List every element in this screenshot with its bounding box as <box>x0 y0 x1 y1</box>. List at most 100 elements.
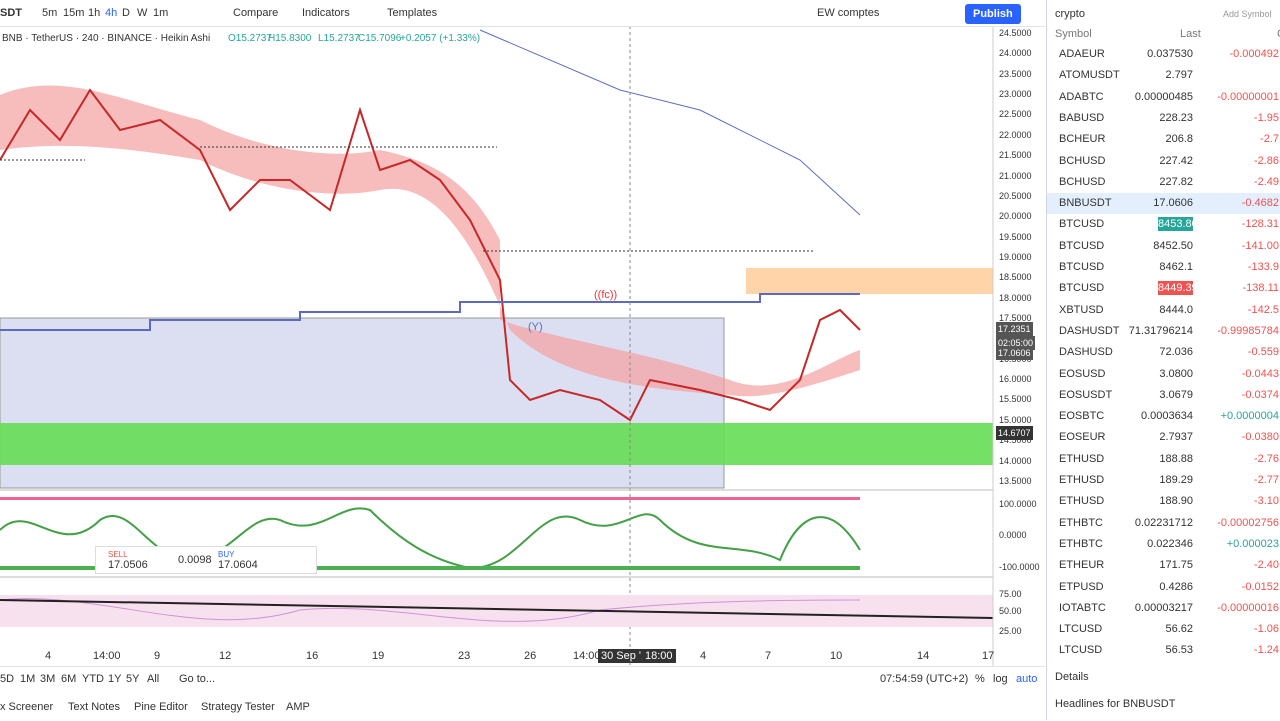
templates-button[interactable]: Templates <box>387 7 438 19</box>
range-button[interactable]: YTD <box>82 673 104 685</box>
watchlist-row[interactable]: LTCUSD 56.62 -1.06 <box>1047 619 1280 640</box>
watchlist-row[interactable]: LTCUSD 56.53 -1.24 <box>1047 640 1280 661</box>
bottom-bar: 5D 1M 3M 6M YTD 1Y 5Y All Go to... 07:54:59 (UTC+… <box>0 666 1045 721</box>
time-tick: 18:00 <box>642 649 676 663</box>
scale-option[interactable]: % <box>975 673 985 685</box>
watchlist-row[interactable]: DASHUSD 72.036 -0.559 <box>1047 342 1280 363</box>
symbol[interactable]: SDT <box>0 7 22 19</box>
interval[interactable]: W <box>137 7 148 19</box>
watchlist-row[interactable]: ETHEUR 171.75 -2.40 <box>1047 555 1280 576</box>
range-button[interactable]: 1Y <box>108 673 122 685</box>
rsi-tick: 50.00 <box>999 606 1022 616</box>
time-tick: 30 Sep '19 <box>598 649 657 663</box>
range-button[interactable]: 5D <box>0 673 15 685</box>
range-button[interactable]: 1M <box>20 673 36 685</box>
watchlist-row[interactable]: ETHUSD 189.29 -2.77 <box>1047 470 1280 491</box>
watchlist-row[interactable]: BTCUSD 8449.39 -138.11 <box>1047 278 1280 299</box>
interval[interactable]: 1h <box>88 7 101 19</box>
bottom-tab[interactable]: x Screener <box>0 701 54 713</box>
price-tick: 23.0000 <box>999 89 1032 100</box>
watchlist-row[interactable]: EOSUSD 3.0800 -0.0443 <box>1047 364 1280 385</box>
range-button[interactable]: All <box>147 673 160 685</box>
bottom-tab[interactable]: Pine Editor <box>134 701 188 713</box>
trade-panel[interactable]: SELL 17.0506 0.0098 BUY 17.0604 <box>95 546 317 574</box>
watchlist-row[interactable]: ADABTC 0.00000485 -0.00000001 <box>1047 87 1280 108</box>
symbol: LTCUSD <box>1059 644 1103 657</box>
change: -2.76 <box>1253 452 1279 465</box>
price-tick: 14.0000 <box>999 455 1032 466</box>
watchlist-row[interactable]: EOSBTC 0.0003634 +0.0000004 <box>1047 406 1280 427</box>
interval[interactable]: 1m <box>153 7 169 19</box>
bottom-tab[interactable]: Strategy Tester <box>201 701 275 713</box>
oscillator <box>0 507 861 570</box>
buy-price[interactable]: 17.0604 <box>218 559 258 571</box>
watchlist-row[interactable]: ETPUSD 0.4286 -0.0152 <box>1047 577 1280 598</box>
publish-button[interactable]: Publish <box>965 4 1021 24</box>
change: -0.0152 <box>1241 580 1279 593</box>
symbol: BTCUSD <box>1059 282 1105 295</box>
change: -0.0380 <box>1241 431 1279 444</box>
watchlist-name[interactable]: crypto <box>1055 8 1085 20</box>
scale-option[interactable]: log <box>993 673 1008 685</box>
watchlist-row[interactable]: ADAEUR 0.037530 -0.000492 <box>1047 44 1280 65</box>
watchlist-row[interactable]: ATOMUSDT 2.797 <box>1047 65 1280 86</box>
sell-label[interactable]: SELL <box>108 550 128 559</box>
goto-button[interactable]: Go to... <box>179 673 216 685</box>
watchlist-row[interactable]: ETHUSD 188.88 -2.76 <box>1047 449 1280 470</box>
time-tick: 12 <box>219 650 232 662</box>
watchlist-row[interactable]: BTCUSD 8452.50 -141.00 <box>1047 236 1280 257</box>
time-tick: 9 <box>154 650 161 662</box>
add-symbol[interactable]: Add Symbol <box>1223 9 1272 19</box>
interval[interactable]: 5m <box>42 7 58 19</box>
buy-label[interactable]: BUY <box>218 550 235 559</box>
symbol: LTCUSD <box>1059 623 1103 636</box>
watchlist-row[interactable]: BTCUSD 8462.1 -133.9 <box>1047 257 1280 278</box>
headlines: Headlines for BNBUSDT <box>1055 698 1176 710</box>
change: -2.40 <box>1253 559 1279 572</box>
compare-button[interactable]: Compare <box>233 7 279 19</box>
range-button[interactable]: 3M <box>40 673 56 685</box>
indicators-button[interactable]: Indicators <box>302 7 350 19</box>
symbol: BCHEUR <box>1059 133 1106 146</box>
watchlist-row[interactable]: BCHEUR 206.8 -2.7 <box>1047 129 1280 150</box>
watchlist-row[interactable]: BTCUSD 8453.80 -128.31 <box>1047 214 1280 235</box>
symbol: BTCUSD <box>1059 218 1105 231</box>
time-tick: 7 <box>765 650 772 662</box>
watchlist-row[interactable]: BNBUSDT 17.0606 -0.4682 <box>1047 193 1280 215</box>
bottom-tab[interactable]: Text Notes <box>68 701 120 713</box>
last-price: 2.797 <box>1165 69 1193 82</box>
price-tick: 21.5000 <box>999 150 1032 161</box>
watchlist-row[interactable]: IOTABTC 0.00003217 -0.00000016 <box>1047 598 1280 619</box>
layout-button[interactable]: EW comptes <box>817 7 880 19</box>
last-price: 0.00000485 <box>1134 90 1193 103</box>
interval[interactable]: 15m <box>63 7 85 19</box>
change: -0.00000001 <box>1217 90 1279 103</box>
last-price: 0.022346 <box>1147 537 1193 550</box>
change: -1.95 <box>1253 111 1279 124</box>
watchlist-row[interactable]: BABUSD 228.23 -1.95 <box>1047 108 1280 129</box>
watchlist-row[interactable]: ETHUSD 188.90 -3.10 <box>1047 491 1280 512</box>
watchlist-row[interactable]: XBTUSD 8444.0 -142.5 <box>1047 300 1280 321</box>
top-toolbar: SDT 5m 15m 1h 4h D W 1m Compare Indicators Templat… <box>0 0 1045 27</box>
watchlist-row[interactable]: DASHUSDT 71.31796214 -0.99985784 <box>1047 321 1280 342</box>
symbol: ADABTC <box>1059 90 1104 103</box>
interval[interactable]: D <box>122 7 130 19</box>
watchlist-row[interactable]: EOSUSDT 3.0679 -0.0374 <box>1047 385 1280 406</box>
watchlist-row[interactable]: EOSEUR 2.7937 -0.0380 <box>1047 427 1280 448</box>
price-label: 14.6707 <box>996 426 1033 440</box>
sell-price[interactable]: 17.0506 <box>108 559 148 571</box>
time-tick: 14 <box>917 650 930 662</box>
watchlist-row[interactable]: ETHBTC 0.02231712 -0.00002756 <box>1047 513 1280 534</box>
range-button[interactable]: 6M <box>61 673 77 685</box>
watchlist-row[interactable]: BCHUSD 227.82 -2.49 <box>1047 172 1280 193</box>
chart-canvas[interactable] <box>0 0 1045 666</box>
scale-option[interactable]: auto <box>1016 673 1038 685</box>
watchlist-row[interactable]: ETHBTC 0.022346 +0.000023 <box>1047 534 1280 555</box>
last-price: 56.53 <box>1165 644 1193 657</box>
change: -1.06 <box>1253 623 1279 636</box>
range-button[interactable]: 5Y <box>126 673 140 685</box>
watchlist-row[interactable]: BCHUSD 227.42 -2.86 <box>1047 151 1280 172</box>
target-zone <box>746 268 993 294</box>
interval[interactable]: 4h <box>105 7 118 19</box>
bottom-tab[interactable]: AMP <box>286 701 310 713</box>
